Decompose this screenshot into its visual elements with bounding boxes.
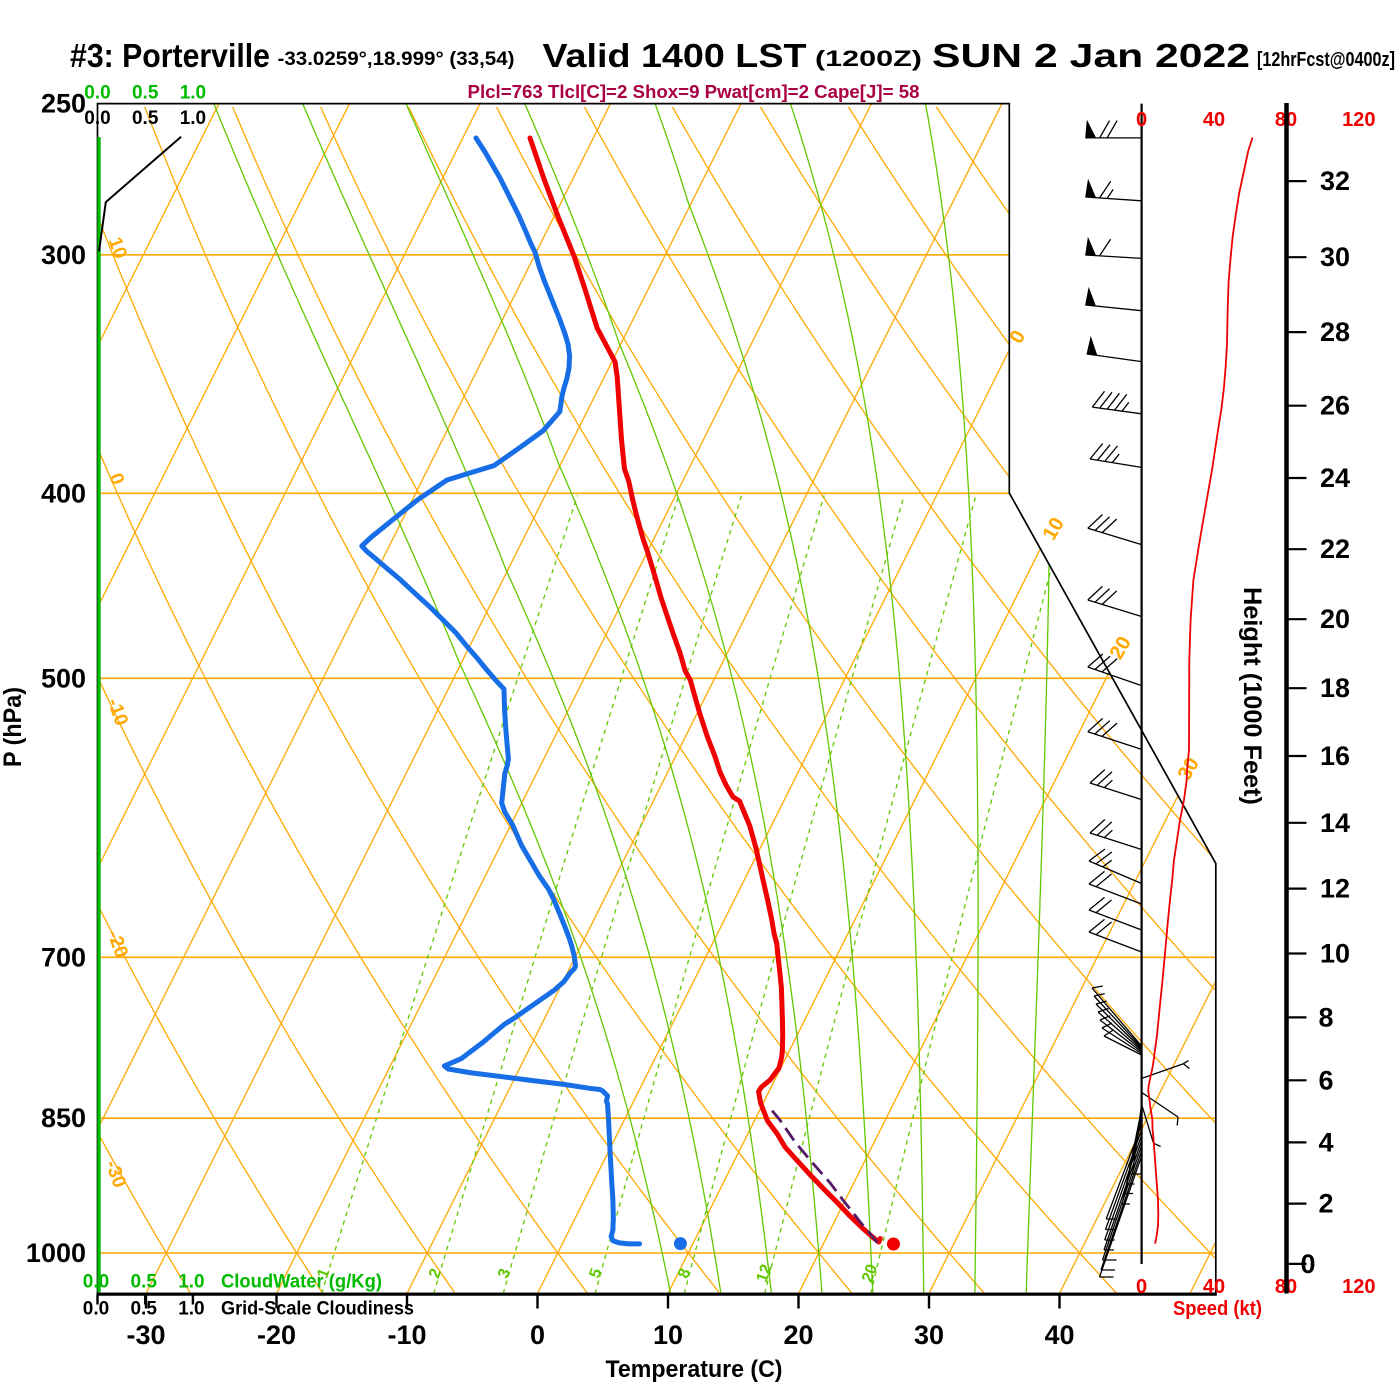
svg-text:40: 40: [1044, 1320, 1074, 1350]
svg-text:32: 32: [1320, 166, 1350, 196]
svg-text:1000: 1000: [26, 1238, 86, 1268]
svg-text:6: 6: [1318, 1065, 1333, 1095]
svg-text:P (hPa): P (hPa): [0, 687, 27, 767]
svg-text:(1200Z): (1200Z): [815, 46, 922, 71]
svg-text:16: 16: [1320, 741, 1350, 771]
svg-text:0: 0: [530, 1320, 545, 1350]
svg-text:0.5: 0.5: [132, 108, 159, 129]
svg-text:300: 300: [41, 240, 86, 270]
svg-text:SUN 2 Jan 2022: SUN 2 Jan 2022: [932, 37, 1250, 74]
svg-text:120: 120: [1342, 1276, 1375, 1298]
svg-text:[12hrFcst@0400z]: [12hrFcst@0400z]: [1257, 49, 1395, 71]
svg-text:1.0: 1.0: [180, 83, 206, 104]
svg-text:28: 28: [1320, 317, 1350, 347]
svg-text:10: 10: [1320, 939, 1350, 969]
svg-text:0.0: 0.0: [83, 1272, 109, 1293]
svg-text:Height (1000 Feet): Height (1000 Feet): [1238, 587, 1266, 805]
svg-text:20: 20: [783, 1320, 813, 1350]
svg-text:1.0: 1.0: [178, 1272, 204, 1293]
svg-text:8: 8: [1318, 1002, 1333, 1032]
svg-text:10: 10: [653, 1320, 683, 1350]
svg-text:-33.0259°,18.999° (33,54): -33.0259°,18.999° (33,54): [278, 49, 515, 70]
svg-text:0: 0: [1136, 1276, 1147, 1298]
svg-text:30: 30: [914, 1320, 944, 1350]
svg-text:14: 14: [1320, 808, 1350, 838]
svg-text:1.0: 1.0: [180, 108, 206, 129]
svg-text:40: 40: [1203, 1276, 1225, 1298]
svg-text:2: 2: [1318, 1189, 1333, 1219]
svg-text:0.5: 0.5: [130, 1299, 157, 1320]
svg-text:-10: -10: [387, 1320, 426, 1350]
svg-text:Valid 1400 LST: Valid 1400 LST: [543, 37, 807, 74]
svg-text:0.5: 0.5: [130, 1272, 157, 1293]
svg-text:850: 850: [41, 1103, 86, 1133]
svg-text:-30: -30: [126, 1320, 165, 1350]
svg-text:1.0: 1.0: [178, 1299, 204, 1320]
svg-text:Temperature (C): Temperature (C): [606, 1356, 783, 1383]
svg-text:Grid-Scale Cloudiness: Grid-Scale Cloudiness: [221, 1299, 414, 1320]
svg-text:400: 400: [41, 478, 86, 508]
svg-text:20: 20: [859, 1262, 881, 1285]
svg-text:22: 22: [1320, 534, 1350, 564]
svg-text:#3: Porterville: #3: Porterville: [70, 37, 270, 74]
svg-text:0: 0: [1136, 109, 1147, 131]
svg-text:120: 120: [1342, 109, 1375, 131]
svg-text:0.0: 0.0: [83, 1299, 109, 1320]
svg-text:500: 500: [41, 663, 86, 693]
svg-text:0.0: 0.0: [84, 108, 110, 129]
svg-text:40: 40: [1203, 109, 1225, 131]
svg-text:0.0: 0.0: [84, 83, 110, 104]
svg-text:Speed (kt): Speed (kt): [1173, 1298, 1262, 1320]
svg-text:250: 250: [41, 89, 86, 119]
svg-text:12: 12: [754, 1262, 776, 1285]
svg-text:4: 4: [1318, 1127, 1333, 1157]
svg-text:CloudWater (g/Kg): CloudWater (g/Kg): [221, 1272, 382, 1293]
svg-text:Plcl=763 Tlcl[C]=2 Shox=9 Pwat: Plcl=763 Tlcl[C]=2 Shox=9 Pwat[cm]=2 Cap…: [468, 82, 920, 102]
svg-text:700: 700: [41, 942, 86, 972]
svg-text:12: 12: [1320, 874, 1350, 904]
svg-text:0: 0: [1300, 1249, 1315, 1279]
svg-text:18: 18: [1320, 673, 1350, 703]
svg-text:0.5: 0.5: [132, 83, 159, 104]
svg-text:24: 24: [1320, 463, 1350, 493]
svg-text:26: 26: [1320, 391, 1350, 421]
svg-text:30: 30: [1320, 242, 1350, 272]
svg-text:20: 20: [1320, 604, 1350, 634]
svg-text:-20: -20: [257, 1320, 296, 1350]
